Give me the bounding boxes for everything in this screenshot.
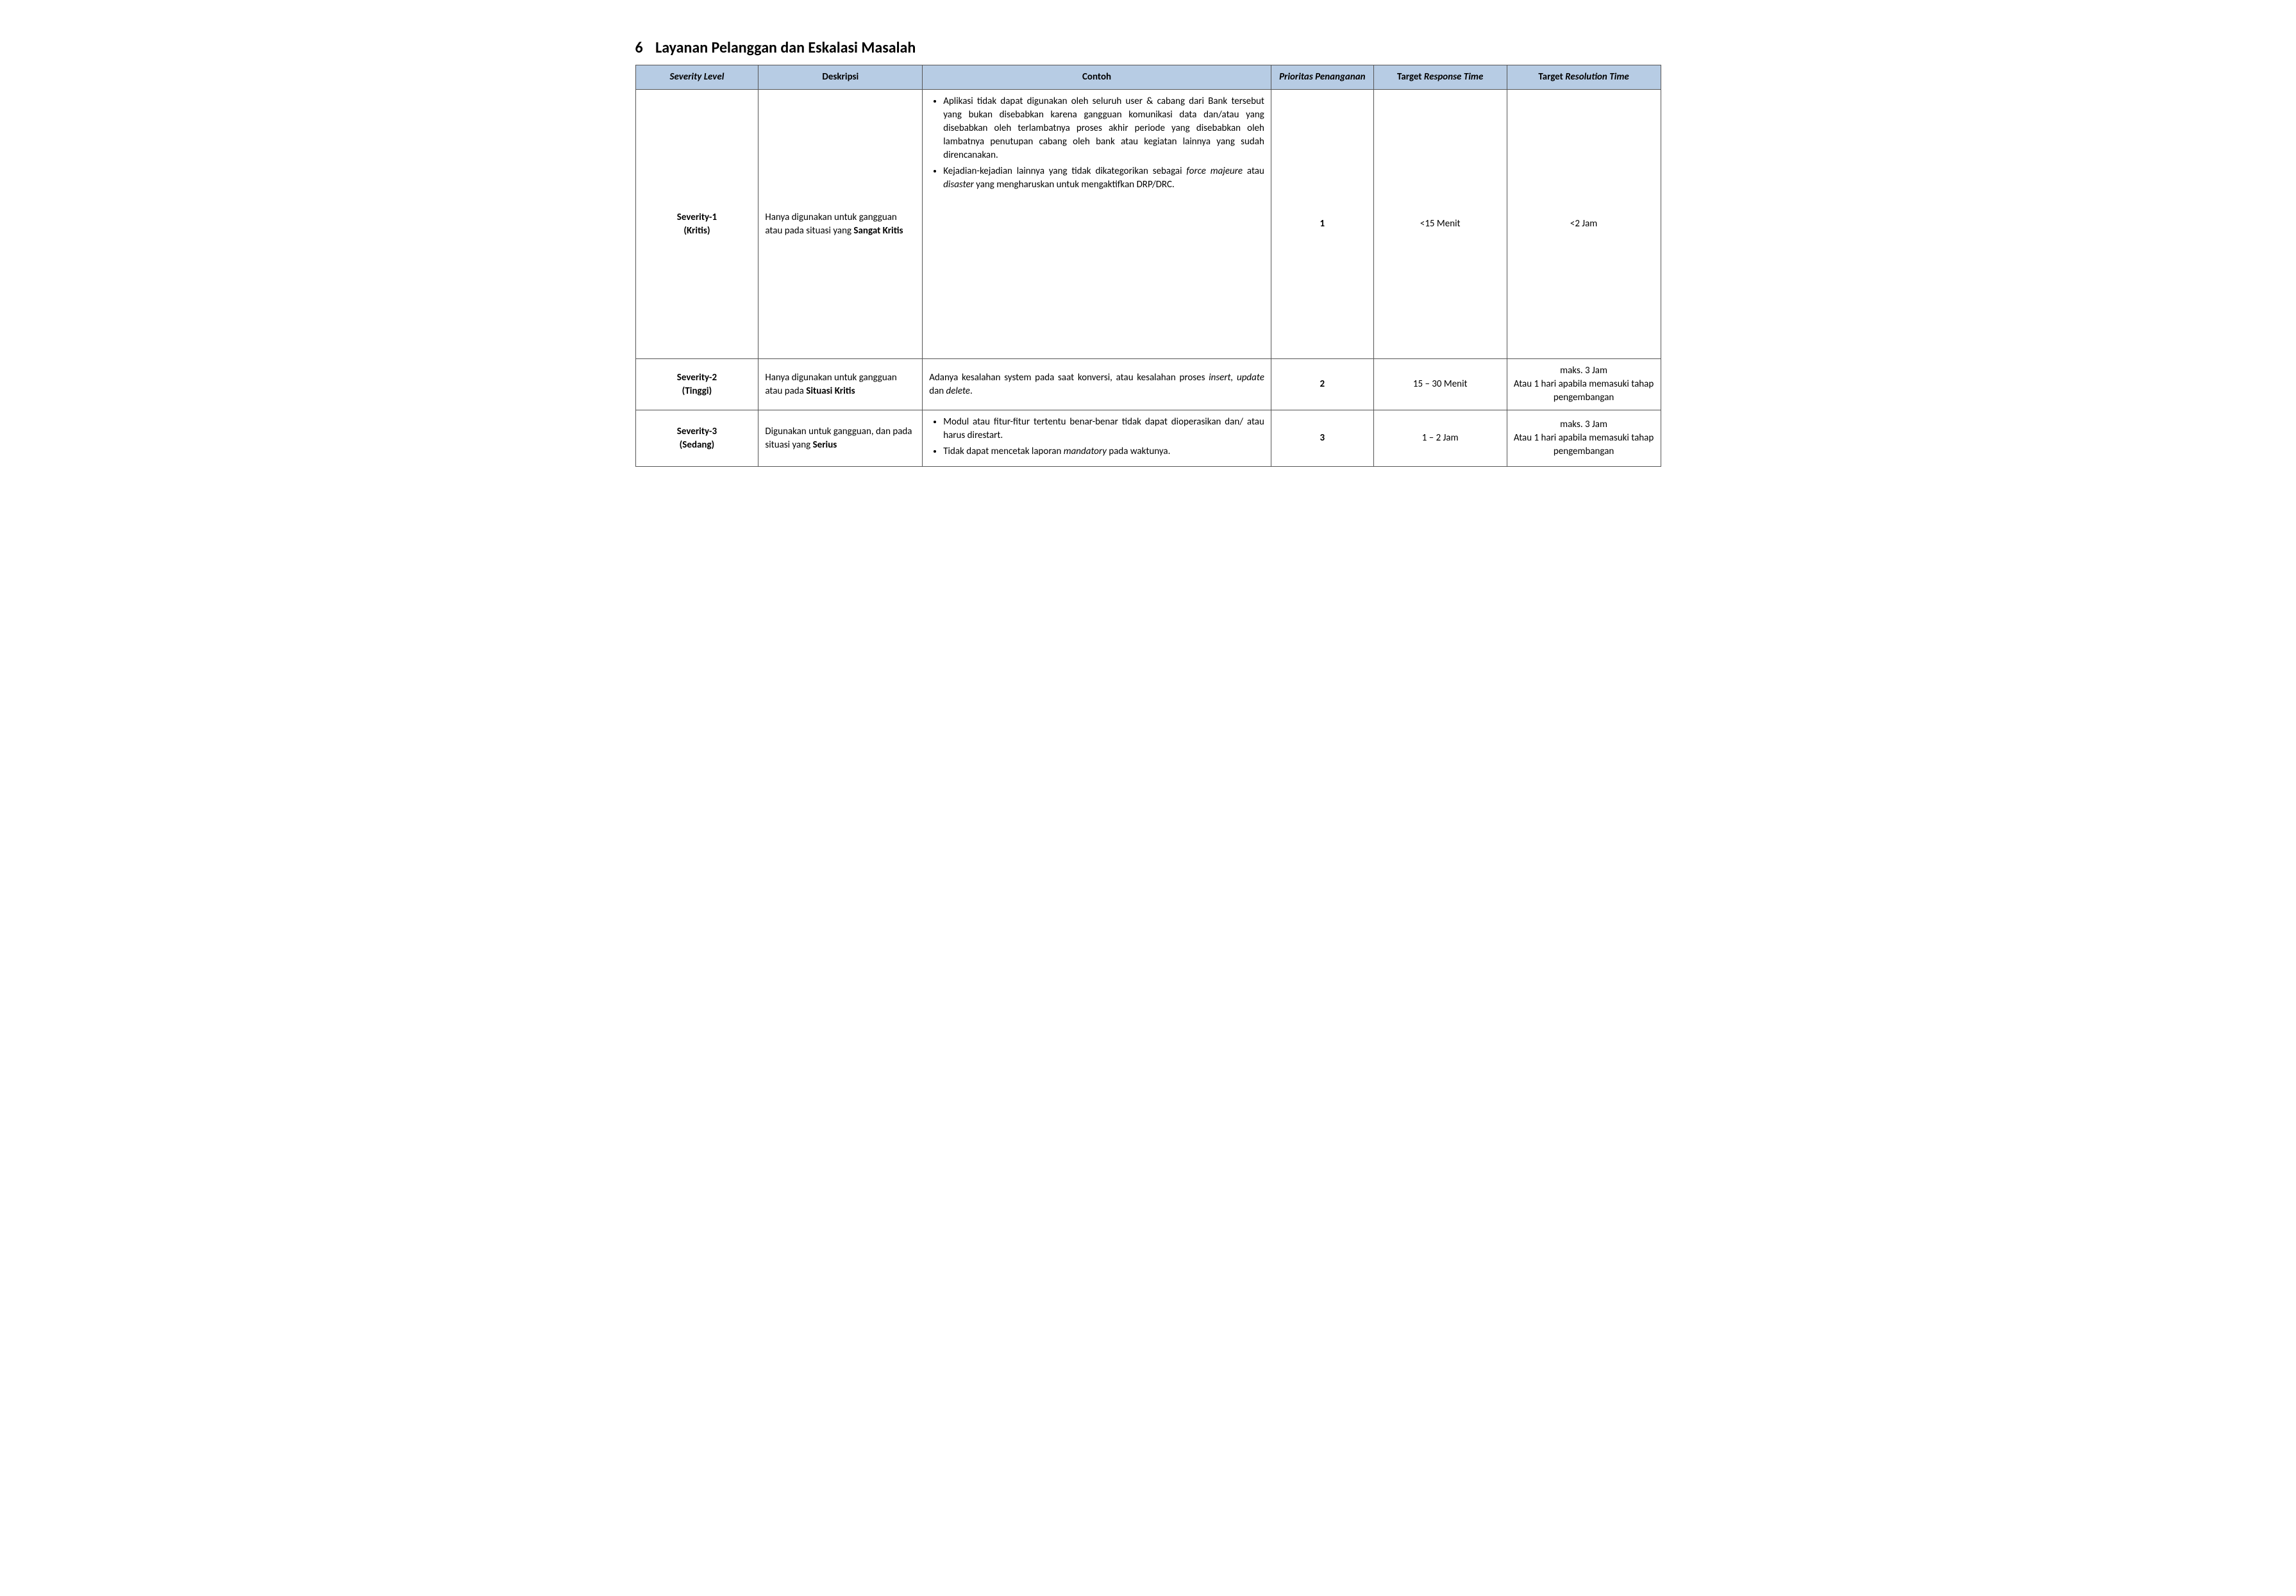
cell-response-time: 15 – 30 Menit: [1373, 359, 1507, 410]
cell-example: Aplikasi tidak dapat digunakan oleh selu…: [923, 90, 1271, 359]
example-bullet: Tidak dapat mencetak laporan mandatory p…: [943, 445, 1264, 458]
cell-description: Hanya digunakan untuk gangguan atau pada…: [758, 90, 923, 359]
cell-severity-level: Severity-3(Sedang): [635, 410, 758, 467]
cell-resolution-time: maks. 3 JamAtau 1 hari apabila memasuki …: [1507, 359, 1661, 410]
col-header-prioritas: Prioritas Penanganan: [1271, 65, 1373, 90]
section-number: 6: [635, 38, 643, 57]
cell-priority: 3: [1271, 410, 1373, 467]
col-header-response: Target Response Time: [1373, 65, 1507, 90]
col-header-deskripsi: Deskripsi: [758, 65, 923, 90]
cell-example: Modul atau fitur-fitur tertentu benar-be…: [923, 410, 1271, 467]
section-title: Layanan Pelanggan dan Eskalasi Masalah: [655, 38, 916, 57]
cell-response-time: 1 – 2 Jam: [1373, 410, 1507, 467]
example-bullet: Kejadian-kejadian lainnya yang tidak dik…: [943, 165, 1264, 192]
cell-description: Digunakan untuk gangguan, dan pada situa…: [758, 410, 923, 467]
cell-severity-level: Severity-2(Tinggi): [635, 359, 758, 410]
page-container: 6 Layanan Pelanggan dan Eskalasi Masalah…: [635, 38, 1661, 467]
example-bullet: Modul atau fitur-fitur tertentu benar-be…: [943, 416, 1264, 442]
cell-response-time: <15 Menit: [1373, 90, 1507, 359]
example-bullet: Aplikasi tidak dapat digunakan oleh selu…: [943, 95, 1264, 162]
table-row: Severity-2(Tinggi)Hanya digunakan untuk …: [635, 359, 1661, 410]
cell-priority: 2: [1271, 359, 1373, 410]
table-row: Severity-1(Kritis)Hanya digunakan untuk …: [635, 90, 1661, 359]
cell-priority: 1: [1271, 90, 1373, 359]
cell-description: Hanya digunakan untuk gangguan atau pada…: [758, 359, 923, 410]
severity-table: Severity Level Deskripsi Contoh Priorita…: [635, 65, 1661, 467]
cell-severity-level: Severity-1(Kritis): [635, 90, 758, 359]
cell-resolution-time: <2 Jam: [1507, 90, 1661, 359]
col-header-level: Severity Level: [635, 65, 758, 90]
col-header-resolution: Target Resolution Time: [1507, 65, 1661, 90]
table-header: Severity Level Deskripsi Contoh Priorita…: [635, 65, 1661, 90]
table-header-row: Severity Level Deskripsi Contoh Priorita…: [635, 65, 1661, 90]
cell-example: Adanya kesalahan system pada saat konver…: [923, 359, 1271, 410]
table-row: Severity-3(Sedang)Digunakan untuk ganggu…: [635, 410, 1661, 467]
cell-resolution-time: maks. 3 JamAtau 1 hari apabila memasuki …: [1507, 410, 1661, 467]
col-header-contoh: Contoh: [923, 65, 1271, 90]
table-body: Severity-1(Kritis)Hanya digunakan untuk …: [635, 90, 1661, 467]
section-heading: 6 Layanan Pelanggan dan Eskalasi Masalah: [635, 38, 1661, 57]
